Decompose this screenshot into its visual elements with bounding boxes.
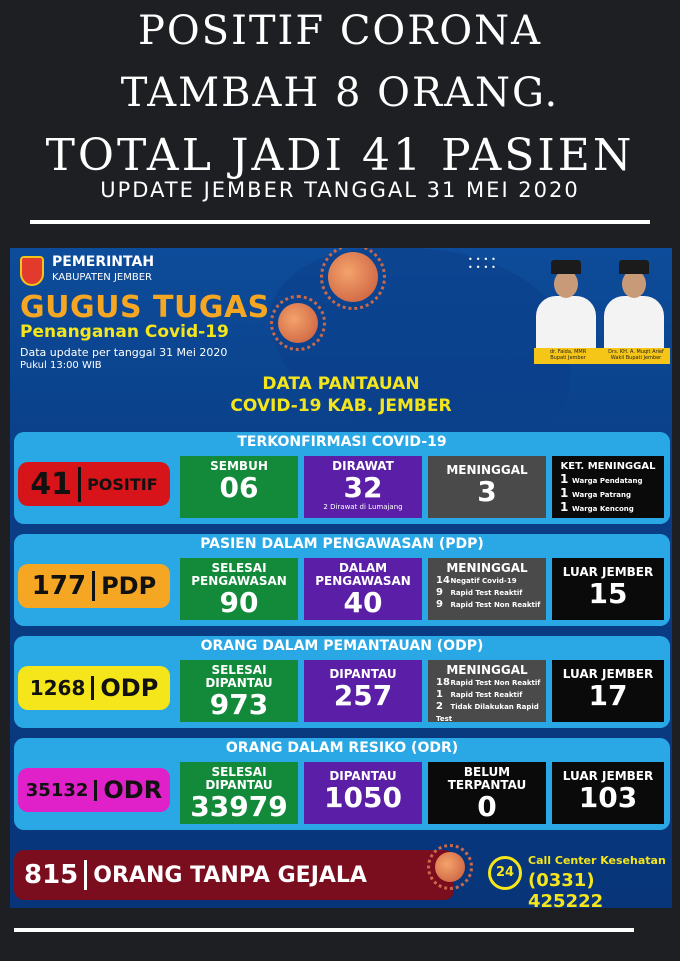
dirawat-box: DIRAWAT 32 2 Dirawat di Lumajang bbox=[304, 456, 422, 518]
pdp-meninggal-box: MENINGGAL 14 Negatif Covid-19 9 Rapid Te… bbox=[428, 558, 546, 620]
pdp-luar-jember-box: LUAR JEMBER 15 bbox=[552, 558, 664, 620]
data-pantauan-subtitle: COVID-19 KAB. JEMBER bbox=[230, 396, 452, 416]
pemerintah-label: PEMERINTAH bbox=[52, 254, 155, 270]
panel-odr: ORANG DALAM RESIKO (ODR) 35132 ODR SELES… bbox=[14, 738, 670, 830]
headline-line-3: TOTAL JADI 41 PASIEN bbox=[45, 130, 635, 181]
odr-total-badge: 35132 ODR bbox=[18, 768, 170, 812]
call-center-label: Call Center Kesehatan bbox=[528, 854, 666, 867]
odr-selesai-dipantau-box: SELESAI DIPANTAU 33979 bbox=[180, 762, 298, 824]
call-24-icon: 24 bbox=[488, 856, 522, 890]
panel-title: ORANG DALAM PEMANTAUAN (ODP) bbox=[200, 638, 484, 654]
infographic-poster: PEMERINTAH KABUPATEN JEMBER GUGUS TUGAS … bbox=[10, 248, 672, 908]
panel-title: TERKONFIRMASI COVID-19 bbox=[237, 434, 447, 450]
kabupaten-label: KABUPATEN JEMBER bbox=[52, 272, 152, 283]
positif-total-badge: 41 POSITIF bbox=[18, 462, 170, 506]
official-2-figure bbox=[602, 252, 666, 360]
selesai-pengawasan-box: SELESAI PENGAWASAN 90 bbox=[180, 558, 298, 620]
sembuh-box: SEMBUH 06 bbox=[180, 456, 298, 518]
officials-photo: dr. Faida, MMR Bupati Jember Drs. KH. A. … bbox=[530, 252, 670, 372]
belum-terpantau-box: BELUM TERPANTAU 0 bbox=[428, 762, 546, 824]
pdp-total-badge: 177 PDP bbox=[18, 564, 170, 608]
otg-banner: 815 ORANG TANPA GEJALA bbox=[14, 850, 454, 900]
headline-line-1: POSITIF CORONA bbox=[137, 8, 543, 54]
update-time-text: Pukul 13:00 WIB bbox=[20, 360, 102, 371]
odp-luar-jember-box: LUAR JEMBER 17 bbox=[552, 660, 664, 722]
virus-icon bbox=[320, 248, 386, 310]
headline-subline: UPDATE JEMBER TANGGAL 31 MEI 2020 bbox=[100, 178, 580, 202]
odr-dipantau-box: DIPANTAU 1050 bbox=[304, 762, 422, 824]
penanganan-subtitle: Penanganan Covid-19 bbox=[20, 322, 229, 342]
dipantau-box: DIPANTAU 257 bbox=[304, 660, 422, 722]
gugus-tugas-title: GUGUS TUGAS bbox=[20, 290, 270, 325]
call-center-number: (0331) 425222 bbox=[528, 870, 604, 908]
panel-title: PASIEN DALAM PENGAWASAN (PDP) bbox=[200, 536, 484, 552]
meninggal-box: MENINGGAL 3 bbox=[428, 456, 546, 518]
jember-logo-icon bbox=[20, 256, 44, 286]
panel-odp: ORANG DALAM PEMANTAUAN (ODP) 1268 ODP SE… bbox=[14, 636, 670, 728]
dots-decoration: •••• •••• bbox=[468, 255, 499, 272]
odp-total-badge: 1268 ODP bbox=[18, 666, 170, 710]
selesai-dipantau-box: SELESAI DIPANTAU 973 bbox=[180, 660, 298, 722]
data-update-text: Data update per tanggal 31 Mei 2020 bbox=[20, 346, 228, 359]
ket-meninggal-box: KET. MENINGGAL 1 Warga Pendatang 1 Warga P… bbox=[552, 456, 664, 518]
divider-bottom bbox=[14, 928, 634, 932]
odp-meninggal-box: MENINGGAL 18 Rapid Test Non Reaktif 1 Ra… bbox=[428, 660, 546, 723]
virus-icon bbox=[270, 295, 326, 351]
divider-top bbox=[30, 220, 650, 224]
dalam-pengawasan-box: DALAM PENGAWASAN 40 bbox=[304, 558, 422, 620]
odr-luar-jember-box: LUAR JEMBER 103 bbox=[552, 762, 664, 824]
data-pantauan-title: DATA PANTAUAN bbox=[262, 374, 420, 394]
official-1-caption: dr. Faida, MMR Bupati Jember bbox=[534, 348, 602, 364]
official-2-caption: Drs. KH. A. Muqit Arief Wakil Bupati Jemb… bbox=[602, 348, 670, 364]
panel-title: ORANG DALAM RESIKO (ODR) bbox=[225, 740, 459, 756]
panel-pdp: PASIEN DALAM PENGAWASAN (PDP) 177 PDP SE… bbox=[14, 534, 670, 626]
official-1-figure bbox=[534, 252, 598, 360]
panel-terkonfirmasi: TERKONFIRMASI COVID-19 41 POSITIF SEMBUH… bbox=[14, 432, 670, 524]
headline-line-2: TAMBAH 8 ORANG. bbox=[120, 70, 560, 116]
virus-icon bbox=[427, 844, 473, 890]
